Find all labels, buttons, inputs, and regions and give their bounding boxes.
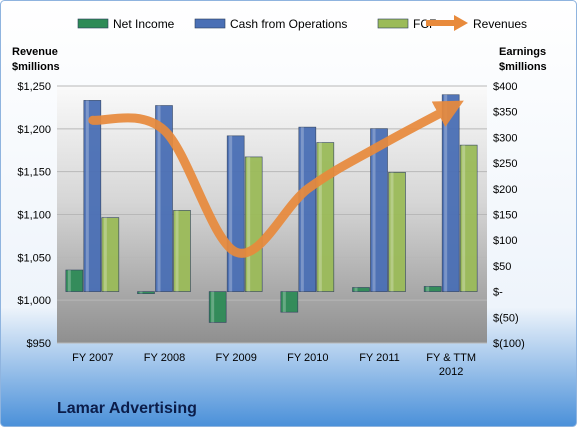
right-axis-tick-label: $200 <box>493 184 517 196</box>
bar-highlight <box>247 157 250 292</box>
bar-highlight <box>211 292 214 323</box>
bar-highlight <box>444 95 447 292</box>
x-axis-tick-label: FY 2008 <box>144 352 185 364</box>
legend-label: Cash from Operations <box>230 17 347 31</box>
left-axis-tick-label: $1,100 <box>17 210 51 222</box>
x-axis-tick-label: FY 2007 <box>72 352 113 364</box>
right-axis-tick-label: $300 <box>493 132 517 144</box>
legend-label: Revenues <box>473 17 527 31</box>
x-axis-tick-label: FY & TTM <box>426 352 476 364</box>
left-axis-tick-label: $1,050 <box>17 252 51 264</box>
right-axis-label-line-2: $millions <box>499 61 547 73</box>
right-axis-tick-label: $(100) <box>493 338 525 350</box>
bar-highlight <box>301 127 304 291</box>
right-axis-tick-label: $50 <box>493 261 511 273</box>
bar-highlight <box>319 143 322 292</box>
right-axis-label-line-1: Earnings <box>499 46 546 58</box>
right-axis-tick-label: $250 <box>493 158 517 170</box>
bar-highlight <box>68 270 71 292</box>
bar-highlight <box>426 286 429 291</box>
bar-highlight <box>104 218 107 292</box>
bar-highlight <box>229 136 232 292</box>
bar-highlight <box>86 100 89 291</box>
bar-highlight <box>176 210 179 291</box>
x-axis-tick-label: FY 2011 <box>359 352 400 364</box>
left-axis-label-line-2: $millions <box>12 61 60 73</box>
x-axis-tick-label: 2012 <box>439 366 463 378</box>
right-axis-tick-label: $400 <box>493 81 517 93</box>
left-axis-tick-label: $1,000 <box>17 295 51 307</box>
x-axis-tick-label: FY 2010 <box>287 352 328 364</box>
left-axis-label-line-1: Revenue <box>12 46 58 58</box>
left-axis-tick-label: $1,250 <box>17 81 51 93</box>
bar-highlight <box>140 292 143 294</box>
legend-swatch <box>378 19 408 28</box>
bar-highlight <box>158 106 161 292</box>
bar-highlight <box>462 145 465 291</box>
right-axis-tick-label: $150 <box>493 210 517 222</box>
bar-highlight <box>283 292 286 313</box>
left-axis-tick-label: $1,200 <box>17 124 51 136</box>
legend-label: Net Income <box>113 17 175 31</box>
left-axis-tick-label: $1,150 <box>17 167 51 179</box>
right-axis-tick-label: $- <box>493 287 503 299</box>
x-axis-tick-label: FY 2009 <box>215 352 256 364</box>
bar-highlight <box>355 287 358 291</box>
right-axis-tick-label: $100 <box>493 235 517 247</box>
legend-swatch <box>195 19 225 28</box>
right-axis-tick-label: $350 <box>493 107 517 119</box>
bar-highlight <box>391 172 394 291</box>
left-axis-tick-label: $950 <box>27 338 51 350</box>
right-axis-tick-label: $(50) <box>493 312 519 324</box>
chart-title: Lamar Advertising <box>57 400 197 417</box>
legend-swatch <box>78 19 108 28</box>
